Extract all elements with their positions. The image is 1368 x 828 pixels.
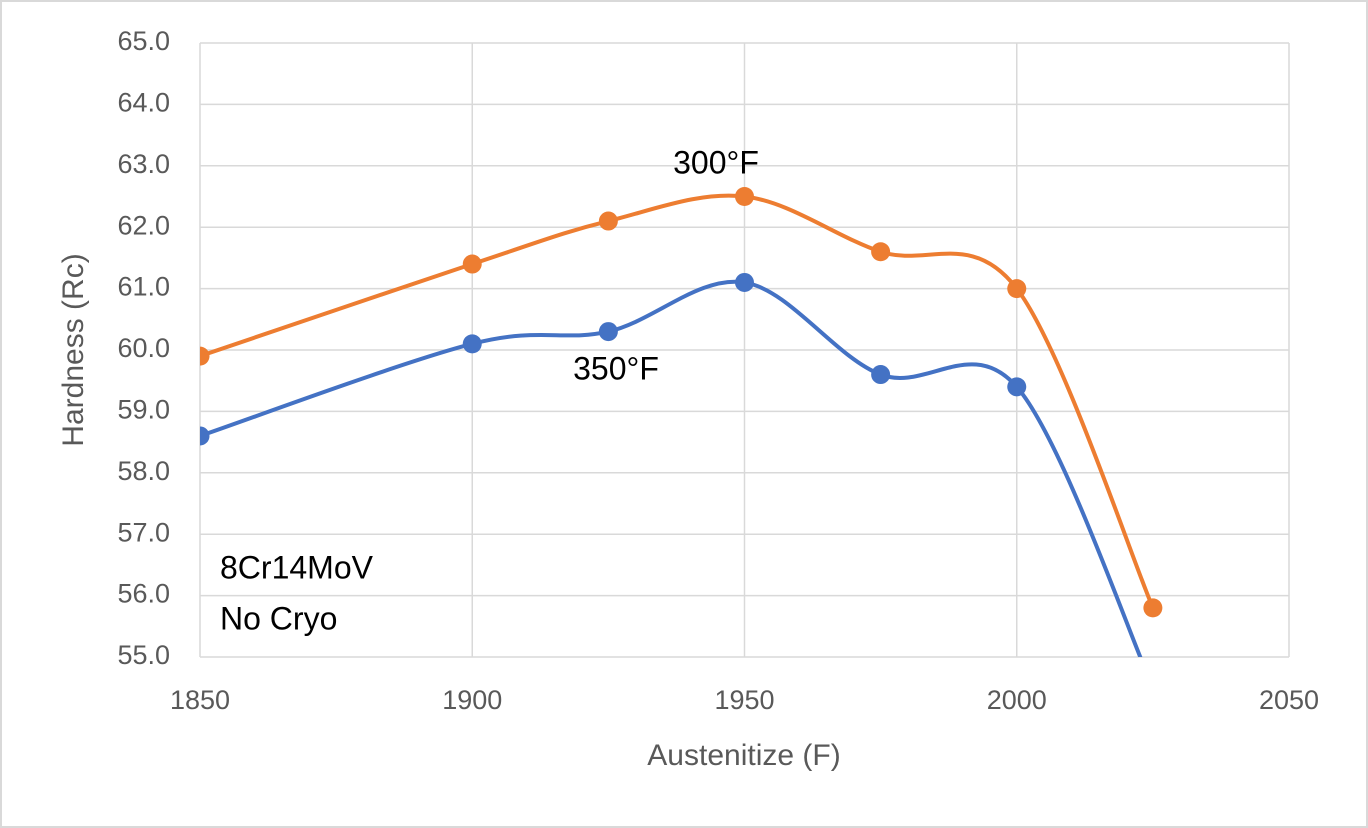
x-tick-label: 2050	[1259, 685, 1319, 715]
data-point	[598, 211, 618, 231]
y-tick-label: 55.0	[117, 640, 170, 670]
y-axis-title: Hardness (Rc)	[57, 253, 90, 446]
data-point	[462, 334, 482, 354]
data-point	[462, 254, 482, 274]
data-point	[1143, 598, 1163, 618]
plot-area	[200, 187, 1163, 657]
y-tick-label: 60.0	[117, 333, 170, 363]
series-label: 350°F	[573, 350, 659, 386]
data-point	[200, 346, 210, 366]
data-point	[200, 426, 210, 446]
y-tick-label: 63.0	[117, 149, 170, 179]
annotation: 8Cr14MoV	[220, 549, 374, 585]
annotation: No Cryo	[220, 600, 337, 636]
data-point	[1007, 377, 1027, 397]
x-tick-label: 1850	[170, 685, 230, 715]
data-point	[1007, 279, 1027, 299]
x-tick-label: 2000	[987, 685, 1047, 715]
x-tick-label: 1900	[442, 685, 502, 715]
x-axis-title: Austenitize (F)	[647, 739, 840, 772]
series-line	[200, 193, 1155, 609]
data-point	[871, 365, 891, 385]
y-tick-label: 57.0	[117, 517, 170, 547]
y-tick-label: 59.0	[117, 395, 170, 425]
data-point	[871, 242, 891, 262]
series-label: 300°F	[673, 144, 759, 180]
y-tick-label: 61.0	[117, 272, 170, 302]
y-tick-label: 64.0	[117, 88, 170, 118]
y-tick-label: 56.0	[117, 579, 170, 609]
series-line	[200, 279, 1143, 657]
data-point	[735, 187, 754, 206]
x-tick-label: 1950	[714, 685, 774, 715]
data-point	[735, 272, 754, 292]
y-tick-label: 58.0	[117, 456, 170, 486]
y-tick-label: 65.0	[117, 26, 170, 56]
data-point	[598, 322, 618, 342]
y-tick-label: 62.0	[117, 210, 170, 240]
